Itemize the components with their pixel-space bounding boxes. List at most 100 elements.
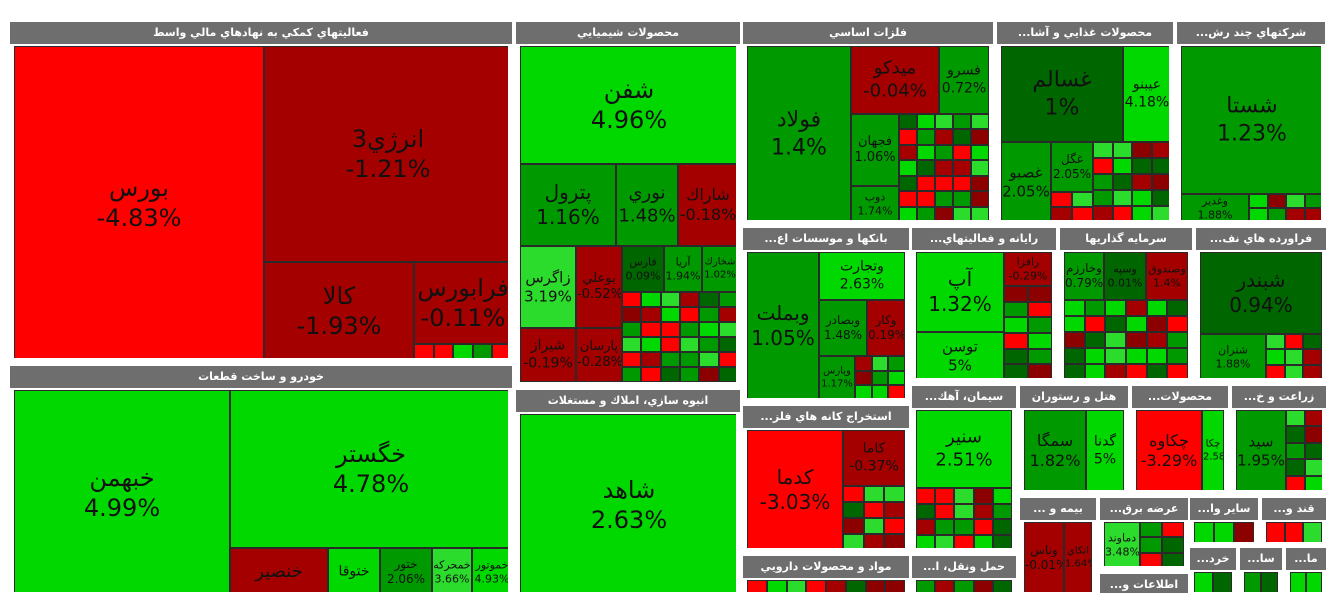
small-stock-tile[interactable] xyxy=(1132,174,1152,190)
small-stock-tile[interactable] xyxy=(1244,572,1261,592)
sector-title[interactable]: سا... xyxy=(1240,548,1282,570)
stock-tile[interactable]: وسپه 0.01% xyxy=(1104,252,1146,300)
stock-tile[interactable]: وصندوق 1.4% xyxy=(1146,252,1188,300)
small-stock-tile[interactable] xyxy=(1305,410,1322,427)
small-stock-tile[interactable] xyxy=(1084,332,1106,348)
small-stock-tile[interactable] xyxy=(718,337,736,352)
small-stock-tile[interactable] xyxy=(622,322,642,337)
small-stock-tile[interactable] xyxy=(1084,348,1106,364)
small-stock-tile[interactable] xyxy=(1213,572,1232,592)
stock-tile[interactable]: دماوند 3.48% xyxy=(1104,522,1140,566)
small-stock-tile[interactable] xyxy=(1286,459,1305,476)
sector-title[interactable]: مواد و محصولات دارويي xyxy=(743,556,909,578)
small-stock-tile[interactable] xyxy=(953,206,971,220)
small-stock-tile[interactable] xyxy=(935,191,953,207)
small-stock-tile[interactable] xyxy=(1306,572,1322,592)
small-stock-tile[interactable] xyxy=(1132,206,1152,220)
small-stock-tile[interactable] xyxy=(641,292,661,307)
sector-title[interactable]: محصولات غذايي و آشا... xyxy=(997,22,1173,44)
small-stock-tile[interactable] xyxy=(917,160,935,176)
small-stock-tile[interactable] xyxy=(855,385,872,398)
small-stock-tile[interactable] xyxy=(953,175,971,192)
stock-tile[interactable]: سيد 1.95% xyxy=(1236,410,1286,490)
sector-title[interactable]: حمل ونقل، ا... xyxy=(912,556,1016,578)
sector-title[interactable]: محصولات شيميايي xyxy=(516,22,740,44)
small-stock-tile[interactable] xyxy=(1167,316,1188,332)
small-stock-tile[interactable] xyxy=(865,580,886,592)
small-stock-tile[interactable] xyxy=(1194,522,1214,542)
small-stock-tile[interactable] xyxy=(1249,208,1268,220)
small-stock-tile[interactable] xyxy=(992,534,1012,548)
stock-tile[interactable]: شستا 1.23% xyxy=(1181,46,1321,194)
small-stock-tile[interactable] xyxy=(1167,348,1188,364)
small-stock-tile[interactable] xyxy=(1167,364,1188,378)
small-stock-tile[interactable] xyxy=(680,337,700,352)
small-stock-tile[interactable] xyxy=(1303,349,1322,365)
small-stock-tile[interactable] xyxy=(1126,316,1147,332)
small-stock-tile[interactable] xyxy=(1132,142,1152,158)
small-stock-tile[interactable] xyxy=(699,292,719,307)
small-stock-tile[interactable] xyxy=(680,322,700,337)
sector-title[interactable]: بيمه و ... xyxy=(1020,498,1096,520)
stock-tile[interactable]: شاهد 2.63% xyxy=(520,414,736,592)
small-stock-tile[interactable] xyxy=(1261,572,1278,592)
small-stock-tile[interactable] xyxy=(954,534,974,548)
small-stock-tile[interactable] xyxy=(660,292,680,307)
stock-tile[interactable]: انرژي3 -1.21% xyxy=(264,46,508,262)
small-stock-tile[interactable] xyxy=(1084,300,1106,316)
small-stock-tile[interactable] xyxy=(680,307,700,322)
small-stock-tile[interactable] xyxy=(1286,208,1305,220)
small-stock-tile[interactable] xyxy=(1064,316,1085,332)
small-stock-tile[interactable] xyxy=(414,344,434,358)
small-stock-tile[interactable] xyxy=(641,367,661,382)
sector-title[interactable]: خرد... xyxy=(1190,548,1236,570)
small-stock-tile[interactable] xyxy=(1004,286,1028,302)
stock-tile[interactable]: كالا -1.93% xyxy=(264,262,414,358)
small-stock-tile[interactable] xyxy=(622,337,642,352)
small-stock-tile[interactable] xyxy=(1286,426,1305,443)
small-stock-tile[interactable] xyxy=(871,356,889,371)
small-stock-tile[interactable] xyxy=(1051,192,1072,207)
small-stock-tile[interactable] xyxy=(1305,442,1322,460)
stock-tile[interactable]: خبهمن 4.99% xyxy=(14,390,230,592)
small-stock-tile[interactable] xyxy=(641,307,661,322)
small-stock-tile[interactable] xyxy=(971,191,989,207)
stock-tile[interactable]: زاگرس 3.19% xyxy=(520,246,576,328)
small-stock-tile[interactable] xyxy=(971,160,989,176)
stock-tile[interactable]: فارس 0.09% xyxy=(622,246,664,292)
small-stock-tile[interactable] xyxy=(492,344,508,358)
small-stock-tile[interactable] xyxy=(1093,142,1113,158)
small-stock-tile[interactable] xyxy=(917,206,935,220)
small-stock-tile[interactable] xyxy=(1093,174,1113,190)
small-stock-tile[interactable] xyxy=(1286,410,1305,427)
small-stock-tile[interactable] xyxy=(1286,442,1305,460)
small-stock-tile[interactable] xyxy=(1112,206,1132,220)
small-stock-tile[interactable] xyxy=(992,519,1012,535)
small-stock-tile[interactable] xyxy=(917,191,935,207)
small-stock-tile[interactable] xyxy=(1084,316,1106,332)
stock-tile[interactable]: دوب 1.74% xyxy=(851,186,899,220)
small-stock-tile[interactable] xyxy=(916,534,936,548)
small-stock-tile[interactable] xyxy=(1151,190,1169,206)
small-stock-tile[interactable] xyxy=(888,370,905,386)
small-stock-tile[interactable] xyxy=(1151,142,1169,158)
stock-tile[interactable]: وبصادر 1.48% xyxy=(819,300,867,356)
small-stock-tile[interactable] xyxy=(718,352,736,367)
small-stock-tile[interactable] xyxy=(1305,459,1322,476)
small-stock-tile[interactable] xyxy=(1132,158,1152,174)
stock-tile[interactable]: پارسان -0.28% xyxy=(576,328,622,382)
small-stock-tile[interactable] xyxy=(916,503,936,519)
small-stock-tile[interactable] xyxy=(699,307,719,322)
small-stock-tile[interactable] xyxy=(855,370,872,386)
small-stock-tile[interactable] xyxy=(1304,194,1321,208)
small-stock-tile[interactable] xyxy=(1093,158,1113,174)
stock-tile[interactable]: وپارس 1.17% xyxy=(819,356,855,398)
small-stock-tile[interactable] xyxy=(935,503,955,519)
small-stock-tile[interactable] xyxy=(1028,333,1052,349)
small-stock-tile[interactable] xyxy=(1162,537,1184,553)
sector-title[interactable]: استخراج كانه هاي فلز... xyxy=(743,406,909,428)
small-stock-tile[interactable] xyxy=(935,534,955,548)
small-stock-tile[interactable] xyxy=(1284,522,1304,542)
